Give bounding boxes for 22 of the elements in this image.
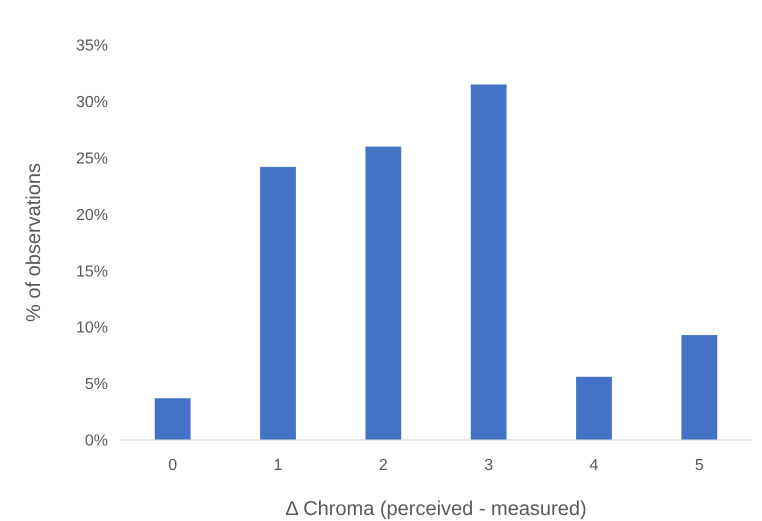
y-tick-label: 15% — [76, 263, 108, 280]
x-tick-label: 1 — [274, 457, 283, 474]
bar — [260, 166, 296, 440]
bar — [681, 335, 718, 440]
x-tick-label: 3 — [484, 457, 494, 474]
bar — [365, 146, 402, 440]
bar — [576, 376, 612, 440]
y-tick-label: 25% — [76, 150, 108, 168]
y-axis-title: % of observations — [23, 163, 45, 322]
y-tick-label: 5% — [84, 376, 108, 394]
y-tick-label: 0% — [84, 432, 108, 450]
y-tick-label: 10% — [76, 320, 108, 337]
y-tick-label: 35% — [76, 38, 108, 55]
x-tick-label: 5 — [694, 457, 704, 474]
bar — [154, 398, 191, 440]
x-tick-label: 2 — [378, 457, 388, 474]
bar — [470, 84, 507, 440]
x-axis-title: Δ Chroma (perceived - measured) — [285, 498, 587, 520]
y-tick-label: 30% — [76, 94, 108, 112]
x-tick-label: 0 — [168, 457, 178, 474]
x-tick-label: 4 — [590, 457, 599, 474]
y-tick-label: 20% — [76, 206, 108, 224]
